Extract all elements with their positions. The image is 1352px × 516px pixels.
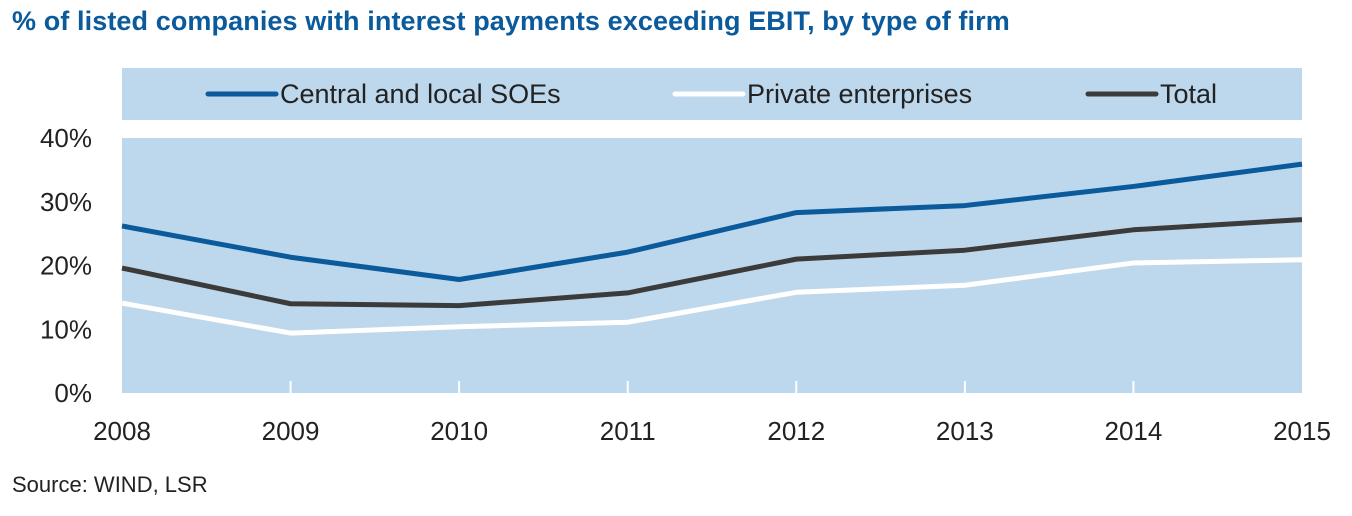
axes: 0% 10% 20% 30% 40% 2008 2009 2010 2011 2012 2013 20… bbox=[40, 123, 1331, 446]
series-line-soe bbox=[121, 161, 1303, 283]
y-tick-label: 20% bbox=[40, 251, 92, 281]
y-tick-label: 40% bbox=[40, 123, 92, 153]
legend-label-soe: Central and local SOEs bbox=[280, 79, 561, 109]
x-tick-label: 2009 bbox=[262, 416, 320, 446]
x-tick-label: 2011 bbox=[600, 416, 656, 446]
x-tick-label: 2013 bbox=[936, 416, 994, 446]
x-tick-label: 2015 bbox=[1273, 416, 1331, 446]
x-tick-label: 2010 bbox=[430, 416, 488, 446]
x-tick-label: 2014 bbox=[1105, 416, 1163, 446]
y-tick-label: 10% bbox=[40, 314, 92, 344]
y-tick-label: 0% bbox=[54, 378, 92, 408]
x-tick-label: 2008 bbox=[93, 416, 151, 446]
legend: Central and local SOEs Private enterprise… bbox=[205, 79, 1217, 109]
series-line-private bbox=[121, 257, 1303, 336]
y-tick-label: 30% bbox=[40, 187, 92, 217]
x-tick-label: 2012 bbox=[767, 416, 825, 446]
chart-title: % of listed companies with interest paym… bbox=[12, 6, 1010, 36]
legend-label-total: Total bbox=[1160, 79, 1217, 109]
series-lines bbox=[121, 161, 1303, 336]
series-line-total bbox=[121, 217, 1303, 309]
legend-label-private: Private enterprises bbox=[747, 79, 972, 109]
source-note: Source: WIND, LSR bbox=[12, 472, 208, 497]
